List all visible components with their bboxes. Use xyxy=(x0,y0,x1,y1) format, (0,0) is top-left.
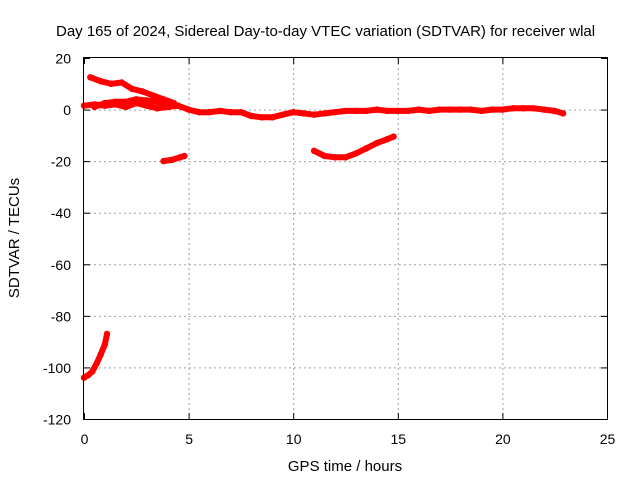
y-axis-label: SDTVAR / TECUs xyxy=(6,178,23,298)
data-point xyxy=(185,106,192,113)
data-point xyxy=(457,106,464,113)
data-point xyxy=(363,107,370,115)
data-point xyxy=(373,139,381,147)
data-point xyxy=(91,103,98,111)
data-point xyxy=(300,110,307,117)
data-point xyxy=(103,330,111,338)
data-point xyxy=(279,111,286,118)
x-tick-label: 10 xyxy=(286,431,302,447)
data-point xyxy=(520,105,527,112)
data-point xyxy=(112,98,119,106)
data-point xyxy=(488,106,496,113)
x-tick-label: 5 xyxy=(185,431,193,447)
data-point xyxy=(467,106,475,113)
data-point xyxy=(499,106,506,113)
data-point xyxy=(321,152,328,160)
data-point xyxy=(331,109,339,116)
data-point xyxy=(143,102,150,109)
data-point xyxy=(405,107,412,115)
data-point xyxy=(154,105,161,112)
y-tick-label: -120 xyxy=(43,412,71,428)
data-point xyxy=(310,111,318,118)
y-tick-label: -20 xyxy=(51,154,71,170)
data-point xyxy=(352,150,360,157)
data-point xyxy=(89,368,96,375)
data-point xyxy=(97,351,104,358)
chart-title: Day 165 of 2024, Sidereal Day-to-day VTE… xyxy=(56,23,595,40)
data-point xyxy=(509,105,517,112)
data-point xyxy=(310,147,318,154)
x-tick-labels: 0 5 10 15 20 25 xyxy=(81,431,616,447)
x-tick-label: 0 xyxy=(81,431,89,447)
data-point xyxy=(390,133,397,140)
data-point xyxy=(160,157,167,165)
series-layer xyxy=(80,74,567,381)
data-point xyxy=(122,103,129,111)
data-point xyxy=(342,154,349,161)
data-point xyxy=(384,107,391,115)
data-point xyxy=(206,109,213,116)
data-point xyxy=(384,136,391,143)
data-point xyxy=(331,154,339,161)
data-point xyxy=(363,145,370,152)
data-point xyxy=(541,106,548,113)
tick-layer xyxy=(84,58,608,420)
y-tick-label: 20 xyxy=(55,51,71,67)
data-point xyxy=(258,114,265,121)
data-point xyxy=(342,107,349,115)
data-point xyxy=(415,106,422,113)
x-tick-label: 25 xyxy=(600,431,616,447)
data-point xyxy=(426,107,433,115)
x-tick-label: 20 xyxy=(495,431,511,447)
data-point xyxy=(248,112,255,120)
data-point xyxy=(195,109,203,116)
y-tick-label: -60 xyxy=(51,257,71,273)
y-tick-labels: 20 0 -20 -40 -60 -80 -100 -120 xyxy=(43,51,71,428)
data-point xyxy=(321,110,328,117)
y-tick-label: -100 xyxy=(43,360,71,376)
data-point xyxy=(290,109,297,116)
data-point xyxy=(154,98,161,106)
x-tick-label: 15 xyxy=(391,431,407,447)
data-point xyxy=(394,107,401,115)
data-point xyxy=(118,79,125,86)
data-point xyxy=(352,107,360,115)
data-point xyxy=(133,96,140,103)
data-point xyxy=(269,114,276,121)
data-point xyxy=(87,74,94,81)
data-point xyxy=(122,98,129,106)
data-point xyxy=(93,360,100,367)
data-point xyxy=(181,152,188,160)
data-point xyxy=(227,109,234,116)
data-point xyxy=(108,80,115,88)
data-point xyxy=(128,85,136,93)
plot-frame xyxy=(83,57,608,420)
data-point xyxy=(551,107,558,115)
data-point xyxy=(139,88,146,95)
data-point xyxy=(446,106,454,113)
data-point xyxy=(373,106,381,113)
data-point xyxy=(143,97,150,104)
y-tick-label: -40 xyxy=(51,205,71,221)
data-point xyxy=(559,110,567,117)
x-axis-label: GPS time / hours xyxy=(288,458,402,475)
data-point xyxy=(168,156,176,164)
data-point xyxy=(97,78,104,85)
y-tick-label: -80 xyxy=(51,308,71,324)
data-point xyxy=(164,101,171,108)
data-point xyxy=(237,109,245,116)
data-point xyxy=(85,372,92,379)
data-point xyxy=(170,99,178,107)
y-tick-label: 0 xyxy=(63,102,71,118)
data-point xyxy=(530,105,537,112)
data-point xyxy=(216,107,224,115)
data-point xyxy=(101,99,109,107)
data-point xyxy=(436,106,443,113)
data-point xyxy=(478,107,485,115)
data-point xyxy=(149,92,157,99)
data-point xyxy=(101,341,109,348)
